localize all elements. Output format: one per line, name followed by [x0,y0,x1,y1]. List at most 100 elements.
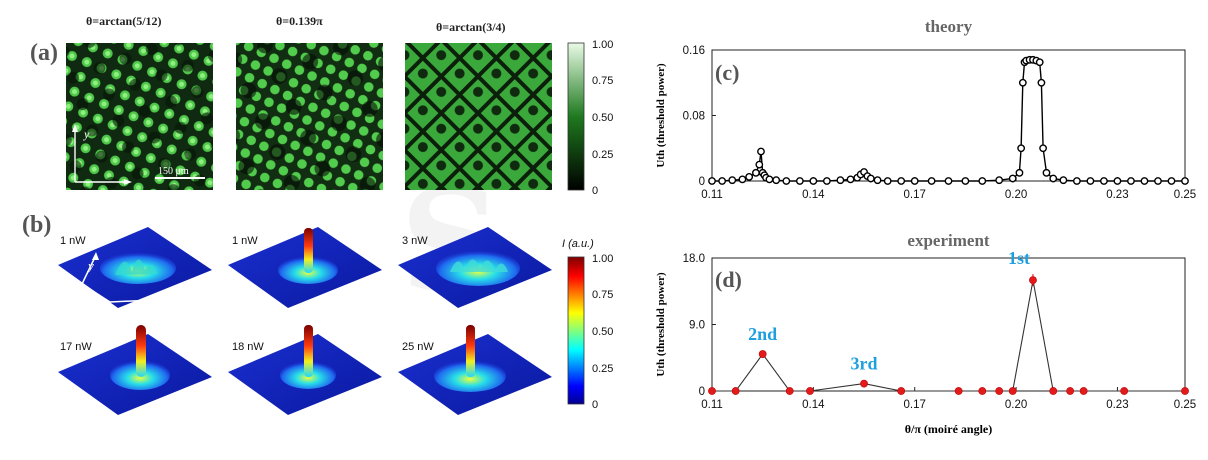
chart-c-point [1059,176,1068,185]
chart-c-point [1035,58,1044,67]
scale-bar-label: 150 μm [158,166,189,177]
cbar-b-tick-0: 0 [592,399,598,411]
chart-c-point [772,176,781,185]
chart-d-frame [711,257,1186,392]
surface-2 [228,227,382,308]
chart-c-point [782,177,791,185]
panel-a-letter: (a) [30,40,58,66]
chart-c-point [1154,177,1162,185]
surface-3 [398,227,552,308]
chart-c-xtick-label: 0.25 [1174,189,1196,201]
chart-d-point [1181,387,1189,395]
chart-c-ylabel: Uth (threshold power) [655,63,667,168]
chart-c-ytick-label: 0.16 [683,45,705,57]
chart-c-point [866,174,875,183]
chart-d-xtick-label: 0.25 [1174,399,1196,411]
chart-c-title: theory [925,17,973,36]
panel-a-axis-y: y [83,127,90,141]
power-label-1: 1 nW [60,235,86,247]
power-label-3: 3 nW [402,235,428,247]
chart-d-point [1120,387,1129,395]
chart-c-xtick-label: 0.23 [1106,189,1128,201]
lattice-image-3 [405,43,552,190]
chart-c-point [1042,168,1051,177]
chart-c-point [1037,78,1046,87]
chart-c-point [755,160,764,169]
chart-c-xtick-label: 0.14 [802,189,825,201]
colorbar-a [567,42,585,191]
chart-c-point [1018,78,1027,87]
chart-d-point [995,387,1004,395]
chart-d-ytick-label: 0 [699,386,705,398]
chart-c-point [728,176,737,185]
surface-1: y x [58,227,212,308]
chart-d-point [708,387,716,395]
chart-d-point [1008,387,1017,395]
chart-c-frame [711,49,1186,182]
cbar-b-tick-100: 1.00 [592,253,613,265]
chart-c-point [1008,174,1017,183]
chart-c-point [995,176,1004,185]
chart-d-ytick-label: 9.0 [689,320,705,332]
chart-d-xlabel: θ/π (moiré angle) [905,422,992,436]
chart-c-point [809,177,818,185]
power-label-4: 17 nW [60,341,92,353]
chart-d-point [954,387,963,395]
panel-a-images: y 150 μm 1.00 0.75 0.50 0.25 0 [66,39,613,197]
panel-b-axis-x: x [179,284,186,299]
chart-d-annotation-3: 1st [1008,248,1030,268]
chart-c-point [1181,177,1189,185]
chart-d-point [978,387,987,395]
chart-d-annotation-1: 2nd [748,324,777,344]
cbar-a-tick-075: 0.75 [592,75,613,87]
surface-5 [228,325,382,415]
surface-4 [58,325,212,415]
chart-c-letter: (c) [715,60,739,85]
chart-d-ylabel: Uth (threshold power) [655,272,667,377]
chart-c-point [1039,144,1047,153]
lattice-image-1 [66,43,213,190]
chart-c-point [846,175,855,184]
panel-b-axis-y: y [86,258,94,273]
chart-c-point [822,177,831,185]
chart-d-point [897,387,906,395]
chart-d-point [1066,387,1075,395]
chart-c-point [1140,177,1149,185]
chart-c-point [738,175,747,184]
cbar-b-tick-050: 0.50 [592,326,613,338]
surface-6 [398,325,552,415]
chart-d-point [758,350,767,358]
chart-c-point [873,176,882,185]
chart-d-point [731,387,740,395]
chart-c-point [757,147,765,156]
colorbar-b [567,256,585,405]
chart-c-point [927,177,936,185]
cbar-b-tick-075: 0.75 [592,289,613,301]
chart-d-point [1079,387,1088,395]
chart-c-point [708,177,716,185]
chart-d-xtick-label: 0.23 [1106,399,1128,411]
chart-d-point [860,379,868,388]
chart-c-point [765,175,774,184]
chart-c-point [1049,174,1058,183]
chart-c-point [752,168,760,177]
panel-a-title-1: θ=arctan(5/12) [86,14,162,28]
panel-b-letter: (b) [22,212,52,238]
panel-a-title-3: θ=arctan(3/4) [436,20,506,34]
chart-c-point [944,177,953,185]
cbar-a-tick-0: 0 [592,185,598,197]
power-label-5: 18 nW [232,341,264,353]
cbar-b-tick-025: 0.25 [592,363,613,375]
chart-c-ytick-label: 0.08 [683,111,705,123]
chart-c-point [745,173,754,181]
chart-d-letter: (d) [715,267,742,292]
chart-c-point [795,177,804,185]
chart-c-point [1072,177,1081,185]
chart-c-ytick-label: 0 [699,176,705,188]
chart-d-ytick-label: 18.0 [683,253,705,265]
chart-c-point [910,177,919,185]
chart-d-annotation-2: 3rd [851,354,878,374]
chart-c-point [1167,177,1176,185]
power-label-6: 25 nW [402,341,434,353]
charts-cd: theory (c) 0.11 0.14 0.17 0.20 0.23 0.25 0 0.08 0.… [655,17,1196,436]
